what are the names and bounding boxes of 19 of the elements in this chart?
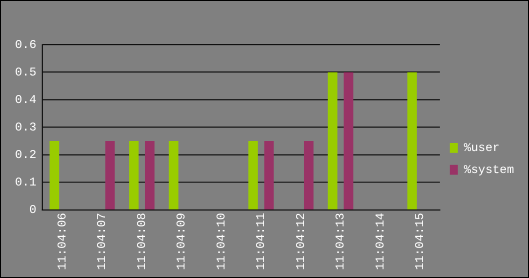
x-tick-label: 11:04:06 [55,212,70,270]
x-tick-label: 11:04:07 [95,212,110,270]
y-tick-label: 0.1 [14,176,36,190]
x-tick-label: 11:04:11 [254,212,268,270]
x-tick-label: 11:04:14 [373,212,388,270]
y-tick-label: 0.3 [14,120,36,134]
y-tick-label: 0 [29,203,36,218]
y-tick-label: 0.6 [14,38,36,52]
x-tick-label: 11:04:12 [294,212,308,270]
x-tick-label: 11:04:13 [334,212,348,270]
x-tick-label: 11:04:08 [134,212,149,270]
x-tick-label: 11:04:10 [214,212,228,270]
y-tick-label: 0.4 [14,92,36,107]
x-tick-label: 11:04:15 [413,212,428,270]
y-tick-label: 0.2 [14,148,36,162]
x-tick-label: 11:04:09 [174,212,189,270]
legend-label: %user [464,141,500,156]
y-tick-label: 0.5 [14,65,36,80]
legend-label: %system [464,162,514,177]
